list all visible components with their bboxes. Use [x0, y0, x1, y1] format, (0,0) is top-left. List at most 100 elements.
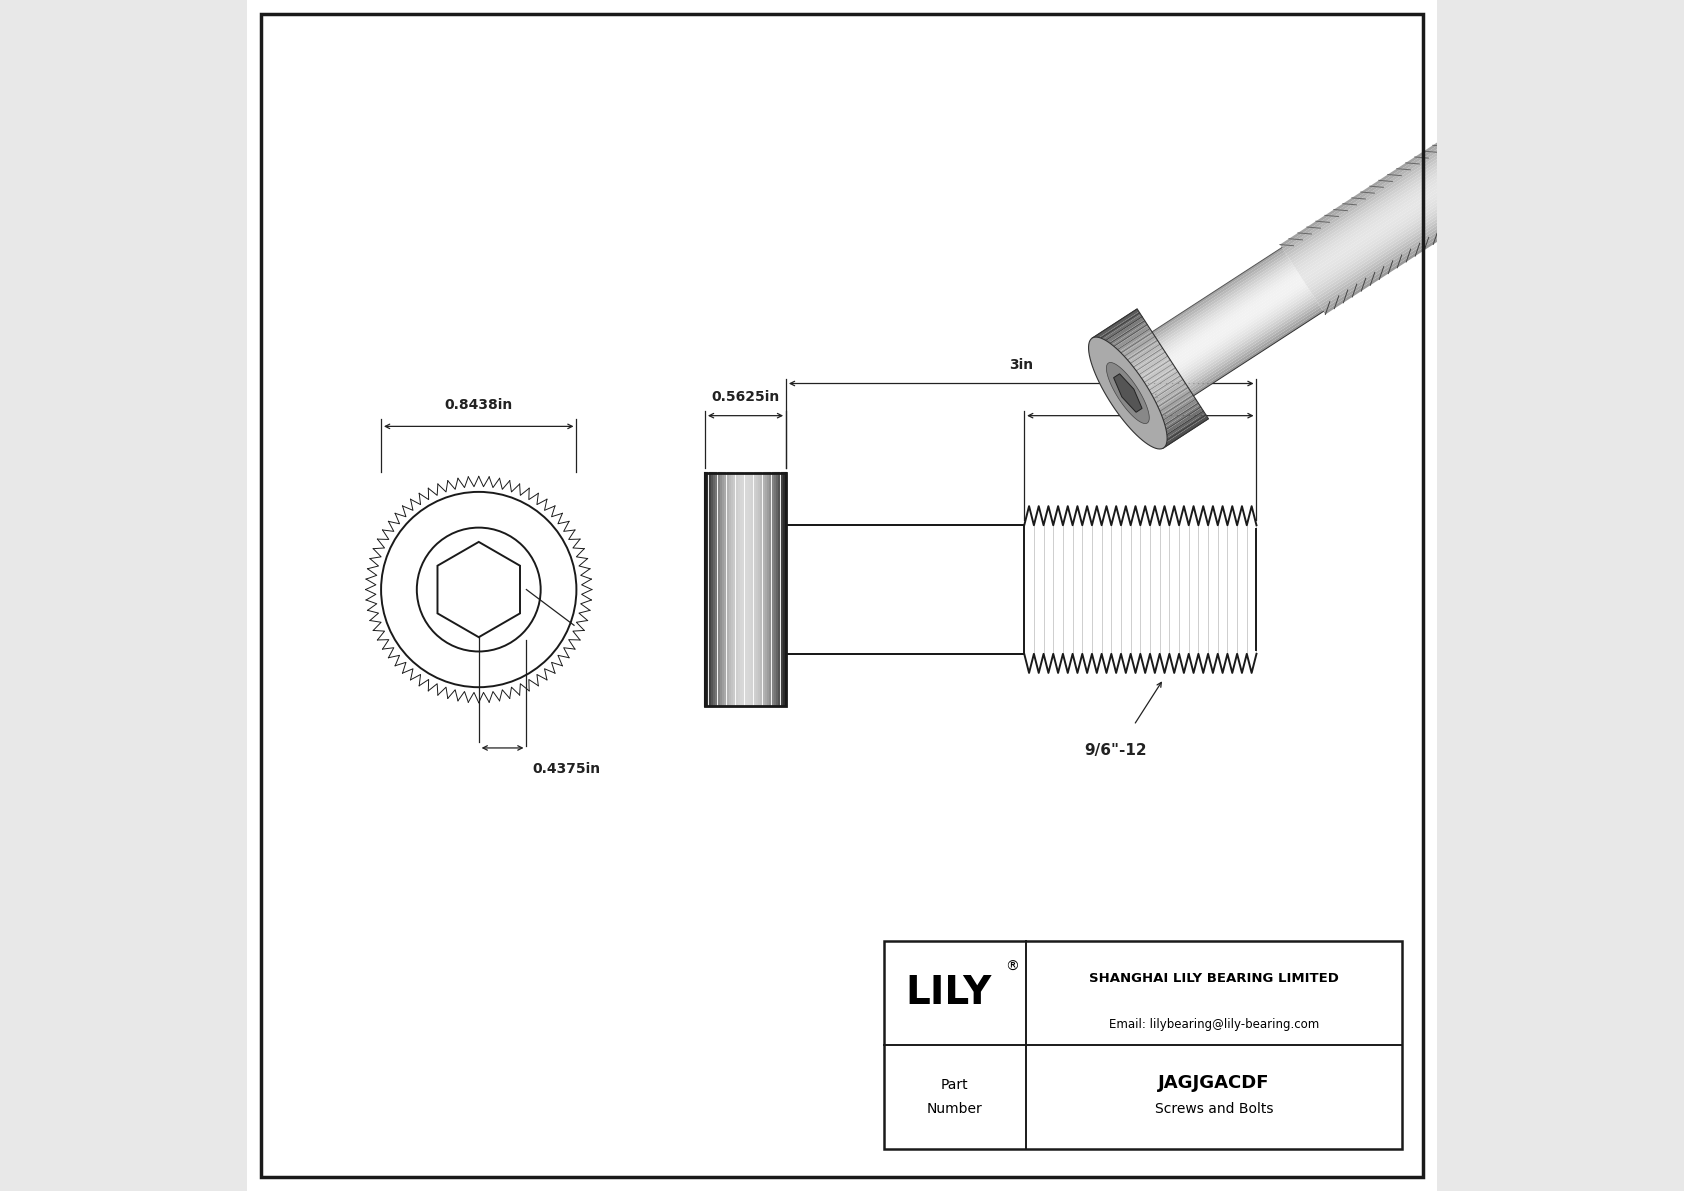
Polygon shape	[1147, 394, 1194, 426]
Polygon shape	[1162, 416, 1209, 448]
Polygon shape	[1312, 176, 1494, 295]
Polygon shape	[1175, 283, 1307, 370]
Text: LILY: LILY	[906, 974, 992, 1012]
Polygon shape	[1282, 130, 1463, 249]
Polygon shape	[1162, 262, 1293, 349]
Text: SHANGHAI LILY BEARING LIMITED: SHANGHAI LILY BEARING LIMITED	[1090, 972, 1339, 985]
Polygon shape	[1305, 168, 1487, 287]
Text: 0.5625in: 0.5625in	[711, 389, 780, 404]
Polygon shape	[1314, 179, 1494, 298]
Text: Email: lilybearing@lily-bearing.com: Email: lilybearing@lily-bearing.com	[1108, 1018, 1319, 1030]
Polygon shape	[1310, 174, 1492, 293]
Polygon shape	[1148, 397, 1196, 429]
Polygon shape	[1191, 307, 1322, 394]
Polygon shape	[1292, 146, 1474, 266]
Polygon shape	[1140, 384, 1187, 414]
Polygon shape	[1152, 248, 1283, 333]
Bar	[884, 941, 1401, 1149]
Polygon shape	[1303, 166, 1485, 285]
Polygon shape	[1174, 281, 1305, 368]
Polygon shape	[1160, 413, 1207, 445]
Text: 1.5in: 1.5in	[1122, 389, 1160, 404]
Polygon shape	[1123, 356, 1169, 387]
Polygon shape	[1105, 329, 1152, 360]
Polygon shape	[1164, 264, 1295, 351]
Polygon shape	[1159, 411, 1204, 443]
Polygon shape	[1154, 250, 1285, 336]
Text: Number: Number	[928, 1102, 983, 1116]
Polygon shape	[1298, 156, 1480, 275]
Polygon shape	[1160, 261, 1292, 347]
Polygon shape	[1317, 183, 1497, 303]
Polygon shape	[1293, 149, 1475, 268]
Polygon shape	[1297, 154, 1479, 273]
Polygon shape	[1295, 151, 1477, 270]
Polygon shape	[1145, 392, 1192, 423]
Text: Part: Part	[941, 1078, 968, 1092]
Polygon shape	[1155, 251, 1287, 338]
Polygon shape	[1152, 399, 1197, 431]
Polygon shape	[1111, 339, 1159, 372]
Polygon shape	[1118, 350, 1165, 382]
Polygon shape	[1155, 405, 1201, 437]
Text: 3in: 3in	[1009, 357, 1034, 372]
Polygon shape	[1101, 323, 1148, 355]
Polygon shape	[1307, 170, 1489, 289]
Text: 0.4375in: 0.4375in	[532, 762, 601, 777]
Polygon shape	[1096, 314, 1142, 347]
Polygon shape	[1285, 135, 1465, 254]
Polygon shape	[1184, 297, 1315, 384]
Polygon shape	[1172, 280, 1303, 366]
Polygon shape	[1182, 294, 1314, 381]
Polygon shape	[1290, 144, 1472, 263]
Polygon shape	[1133, 372, 1180, 404]
Polygon shape	[1287, 137, 1467, 256]
Polygon shape	[1127, 361, 1172, 393]
Polygon shape	[1106, 331, 1154, 363]
Polygon shape	[1324, 195, 1505, 314]
Text: 9/6"-12: 9/6"-12	[1084, 743, 1147, 759]
Polygon shape	[1180, 292, 1312, 379]
Polygon shape	[1157, 407, 1202, 439]
Polygon shape	[1115, 344, 1162, 376]
Polygon shape	[1165, 269, 1297, 355]
Polygon shape	[1288, 139, 1468, 258]
Polygon shape	[1320, 191, 1502, 310]
Text: 0.8438in: 0.8438in	[445, 398, 514, 412]
Bar	[706, 473, 786, 706]
Polygon shape	[1103, 325, 1150, 357]
Polygon shape	[1138, 380, 1186, 412]
Polygon shape	[1159, 258, 1290, 344]
Polygon shape	[1302, 161, 1482, 280]
Polygon shape	[1169, 273, 1300, 360]
Polygon shape	[1283, 132, 1465, 251]
Polygon shape	[1167, 272, 1298, 357]
Polygon shape	[1288, 142, 1470, 261]
Polygon shape	[1137, 378, 1184, 410]
Polygon shape	[1142, 386, 1189, 418]
Polygon shape	[1280, 127, 1462, 247]
Polygon shape	[1130, 367, 1177, 399]
Text: Screws and Bolts: Screws and Bolts	[1155, 1102, 1273, 1116]
Polygon shape	[1187, 301, 1319, 387]
Polygon shape	[1113, 342, 1160, 374]
Polygon shape	[1170, 275, 1302, 362]
Polygon shape	[1088, 337, 1167, 449]
Polygon shape	[1319, 188, 1500, 307]
Polygon shape	[1132, 369, 1179, 401]
Polygon shape	[1303, 163, 1484, 282]
Polygon shape	[1108, 333, 1155, 366]
Polygon shape	[1157, 254, 1287, 341]
Polygon shape	[1179, 288, 1310, 374]
Polygon shape	[1093, 308, 1138, 341]
Polygon shape	[1100, 320, 1147, 351]
Polygon shape	[1098, 317, 1143, 349]
Polygon shape	[1116, 348, 1164, 379]
Polygon shape	[1095, 312, 1140, 343]
Polygon shape	[1164, 267, 1295, 354]
Polygon shape	[1180, 291, 1310, 376]
Polygon shape	[1125, 358, 1170, 391]
Text: ®: ®	[1005, 960, 1019, 974]
Polygon shape	[1110, 336, 1157, 368]
Polygon shape	[1154, 403, 1199, 435]
